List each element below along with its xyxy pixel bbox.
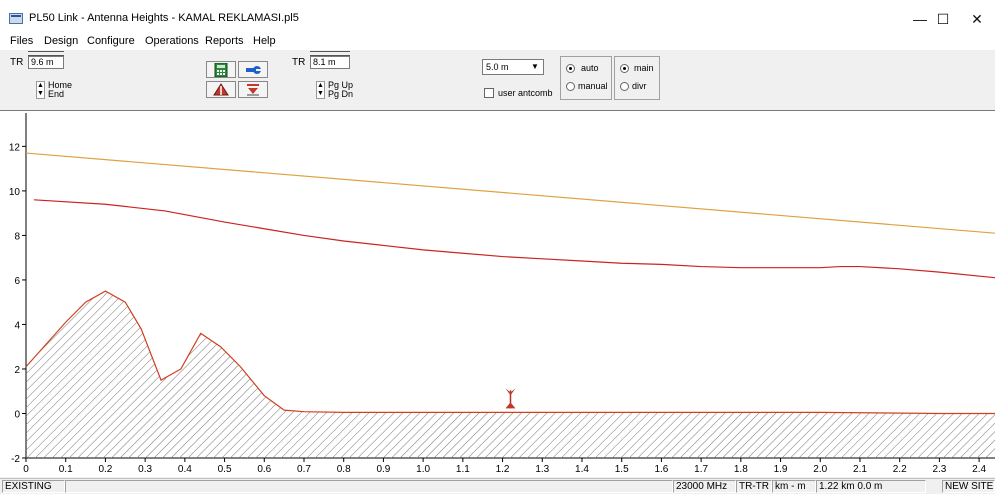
- x-tick-label: 1.5: [615, 464, 629, 475]
- menu-operations[interactable]: Operations: [145, 35, 199, 47]
- status-bar: EXISTING 23000 MHz TR-TR km - m 1.22 km …: [0, 478, 995, 494]
- title-bar: PL50 Link - Antenna Heights - KAMAL REKL…: [0, 0, 995, 34]
- y-tick-label: -2: [11, 454, 20, 465]
- y-tick-label: 2: [14, 365, 20, 376]
- mode-radio-group: [560, 56, 612, 100]
- status-units: km - m: [772, 480, 816, 493]
- x-tick-label: 0.7: [297, 464, 311, 475]
- menu-help[interactable]: Help: [253, 35, 276, 47]
- left-tr-label: TR: [10, 57, 24, 68]
- series-line-3: [25, 290, 995, 415]
- antenna-icon: [213, 83, 229, 96]
- x-tick-label: 0.1: [59, 464, 73, 475]
- x-tick-label: 0.8: [337, 464, 351, 475]
- x-tick-label: 2.4: [972, 464, 986, 475]
- status-position: 1.22 km 0.0 m: [816, 480, 926, 493]
- x-tick-label: 1.3: [535, 464, 549, 475]
- x-tick-label: 1.2: [496, 464, 510, 475]
- auto-label: auto: [581, 63, 599, 73]
- site-marker-arrow: [505, 388, 516, 396]
- calculator-button[interactable]: [206, 61, 236, 78]
- user-antcomb-checkbox[interactable]: [484, 88, 494, 98]
- y-tick-label: 12: [9, 142, 21, 153]
- divr-radio[interactable]: [620, 82, 629, 91]
- status-site: NEW SITE: [942, 480, 995, 493]
- x-tick-label: 1.1: [456, 464, 470, 475]
- main-radio[interactable]: [620, 64, 629, 73]
- menu-files[interactable]: Files: [10, 35, 34, 47]
- x-tick-label: 0.9: [376, 464, 390, 475]
- toolbar: TR 9.6 m ▲ ▼ Home End TR 8.1 m ▲ ▼ Pg Up P…: [0, 50, 995, 111]
- x-tick-label: 1.6: [654, 464, 668, 475]
- menu-bar: Files Design Configure Operations Report…: [0, 34, 995, 50]
- x-tick-label: 0.4: [178, 464, 192, 475]
- y-tick-label: 4: [14, 320, 20, 331]
- x-tick-label: 2.0: [813, 464, 827, 475]
- wrench-icon: [246, 65, 262, 74]
- x-tick-label: 0.5: [218, 464, 232, 475]
- y-tick-label: 10: [9, 187, 21, 198]
- x-tick-label: 2.1: [853, 464, 867, 475]
- status-existing: EXISTING: [2, 480, 65, 493]
- user-antcomb-label: user antcomb: [498, 88, 553, 98]
- site-marker-base: [505, 402, 516, 409]
- x-tick-label: 1.0: [416, 464, 430, 475]
- left-spin[interactable]: ▲ ▼: [36, 81, 45, 99]
- minimize-button[interactable]: —: [913, 11, 927, 27]
- status-path: TR-TR: [736, 480, 772, 493]
- path-radio-group: [614, 56, 660, 100]
- close-button[interactable]: ✕: [971, 11, 983, 27]
- right-spin[interactable]: ▲ ▼: [316, 81, 325, 99]
- auto-radio[interactable]: [566, 64, 575, 73]
- left-tr-field[interactable]: 9.6 m: [28, 56, 64, 69]
- home-label: Home: [48, 80, 73, 90]
- status-spacer: [65, 480, 673, 493]
- calculator-icon: [214, 62, 228, 77]
- step-select-value: 5.0 m: [486, 62, 509, 72]
- x-tick-label: 0.6: [257, 464, 271, 475]
- series-line-2: [33, 199, 995, 279]
- maximize-button[interactable]: ☐: [936, 11, 950, 27]
- right-tr-label: TR: [292, 57, 306, 68]
- status-frequency: 23000 MHz: [673, 480, 736, 493]
- divr-label: divr: [632, 81, 647, 91]
- marker-button[interactable]: [238, 81, 268, 98]
- right-tr-indicator: [310, 51, 350, 56]
- x-tick-label: 2.3: [932, 464, 946, 475]
- marker-icon: [247, 84, 259, 96]
- tools-button[interactable]: [238, 61, 268, 78]
- step-select[interactable]: 5.0 m ▼: [482, 59, 544, 75]
- series-line-1: [25, 152, 995, 234]
- app-icon: [9, 13, 23, 24]
- window-title: PL50 Link - Antenna Heights - KAMAL REKL…: [29, 12, 299, 24]
- x-tick-label: 1.8: [734, 464, 748, 475]
- menu-design[interactable]: Design: [44, 35, 79, 47]
- manual-label: manual: [578, 81, 608, 91]
- pgdn-label: Pg Dn: [328, 89, 354, 99]
- manual-radio[interactable]: [566, 82, 575, 91]
- pgup-label: Pg Up: [328, 80, 354, 90]
- main-label: main: [634, 63, 654, 73]
- right-tr-field[interactable]: 8.1 m: [310, 56, 350, 69]
- x-tick-label: 2.2: [893, 464, 907, 475]
- antenna-button[interactable]: [206, 81, 236, 98]
- chevron-down-icon: ▼: [531, 62, 539, 71]
- x-tick-label: 0.3: [138, 464, 152, 475]
- terrain-fill: [26, 291, 995, 458]
- y-tick-label: 8: [14, 231, 20, 242]
- y-tick-label: 6: [14, 276, 20, 287]
- x-tick-label: 0.2: [98, 464, 112, 475]
- menu-reports[interactable]: Reports: [205, 35, 244, 47]
- left-tr-indicator: [28, 51, 64, 56]
- menu-configure[interactable]: Configure: [87, 35, 135, 47]
- x-tick-label: 1.4: [575, 464, 589, 475]
- x-tick-label: 1.7: [694, 464, 708, 475]
- antenna-height-chart[interactable]: -2 0 2 4 6 8 10 12 0 0.1 0.2 0.3 0.4 0.5 0.6 0.7 0.8 0.9 1…: [0, 111, 995, 477]
- y-tick-label: 0: [14, 409, 20, 420]
- x-tick-label: 1.9: [774, 464, 788, 475]
- end-label: End: [48, 89, 65, 99]
- x-tick-label: 0: [23, 464, 29, 475]
